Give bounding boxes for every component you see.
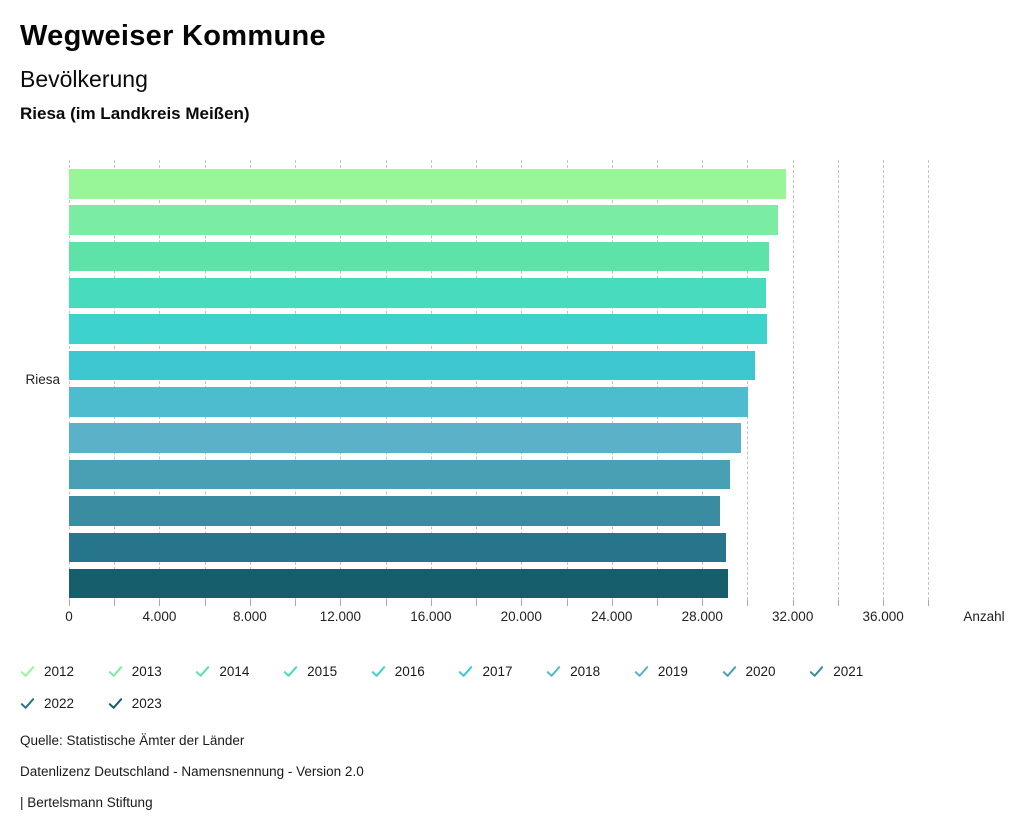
legend: 2012 2013 2014 2015 2016 2017 2018 2019 2020 2021… <box>20 655 1000 719</box>
x-tick-32000 <box>792 600 794 606</box>
legend-label-2014: 2014 <box>219 663 250 679</box>
legend-item-2013[interactable]: 2013 <box>108 664 196 679</box>
check-icon-2015 <box>283 665 298 677</box>
gridline-38000 <box>928 160 930 600</box>
publisher-line: | Bertelsmann Stiftung <box>20 795 153 810</box>
x-tick-label-20000: 20.000 <box>500 609 542 624</box>
legend-label-2018: 2018 <box>570 663 601 679</box>
legend-item-2014[interactable]: 2014 <box>195 664 283 679</box>
legend-item-2023[interactable]: 2023 <box>108 696 196 711</box>
gridline-34000 <box>837 160 839 600</box>
x-tick-2000 <box>114 600 116 606</box>
x-tick-22000 <box>566 600 568 606</box>
x-tick-10000 <box>295 600 297 606</box>
legend-item-2021[interactable]: 2021 <box>809 664 897 679</box>
legend-label-2020: 2020 <box>745 663 776 679</box>
x-tick-label-36000: 36.000 <box>862 609 904 624</box>
legend-item-2015[interactable]: 2015 <box>283 664 371 679</box>
x-tick-label-0: 0 <box>65 609 73 624</box>
legend-label-2012: 2012 <box>44 663 75 679</box>
gridline-36000 <box>883 160 885 600</box>
legend-label-2023: 2023 <box>131 695 162 711</box>
x-axis-title: Anzahl <box>963 609 1005 624</box>
y-axis-category-label: Riesa <box>25 372 60 387</box>
legend-row-1: 2012 2013 2014 2015 2016 2017 2018 2019 2020 2021 <box>20 655 1000 687</box>
x-tick-label-4000: 4.000 <box>142 609 177 624</box>
check-icon-2014 <box>196 665 210 677</box>
check-icon-2023 <box>108 697 122 709</box>
check-icon-2022 <box>20 697 35 709</box>
bar-2020[interactable] <box>69 459 731 490</box>
legend-item-2020[interactable]: 2020 <box>722 664 810 679</box>
x-tick-14000 <box>385 600 387 606</box>
page-title: Wegweiser Kommune <box>20 20 326 52</box>
legend-item-2012[interactable]: 2012 <box>20 664 108 679</box>
x-tick-36000 <box>883 600 885 606</box>
legend-row-2: 2022 2023 <box>20 687 1000 719</box>
legend-label-2017: 2017 <box>482 663 513 679</box>
check-icon-2016 <box>371 665 385 677</box>
bar-chart-plot-area <box>69 160 951 600</box>
x-tick-8000 <box>249 600 251 606</box>
bar-2012[interactable] <box>69 169 786 199</box>
x-tick-24000 <box>611 600 613 606</box>
check-icon-2019 <box>634 665 649 677</box>
legend-item-2019[interactable]: 2019 <box>634 664 722 679</box>
legend-item-2018[interactable]: 2018 <box>546 664 634 679</box>
x-tick-28000 <box>702 600 704 606</box>
x-tick-12000 <box>340 600 342 606</box>
x-tick-label-8000: 8.000 <box>233 609 267 624</box>
bar-2013[interactable] <box>69 205 779 235</box>
x-axis: Anzahl 0 4.000 8.000 12.000 16.000 20.000 24.0… <box>65 600 1024 640</box>
check-icon-2012 <box>20 665 35 677</box>
check-icon-2020 <box>722 665 736 677</box>
x-tick-label-24000: 24.000 <box>591 609 633 624</box>
bar-2015[interactable] <box>69 278 766 308</box>
x-tick-label-16000: 16.000 <box>410 609 452 624</box>
legend-label-2019: 2019 <box>657 663 688 679</box>
x-tick-30000 <box>747 600 749 606</box>
legend-item-2022[interactable]: 2022 <box>20 696 108 711</box>
chart-title: Bevölkerung <box>20 66 148 92</box>
source-line: Quelle: Statistische Ämter der Länder <box>20 733 245 748</box>
legend-item-2017[interactable]: 2017 <box>458 664 546 679</box>
x-tick-34000 <box>837 600 839 606</box>
x-tick-label-28000: 28.000 <box>681 609 723 624</box>
x-tick-16000 <box>430 600 432 606</box>
x-tick-0 <box>69 600 70 606</box>
license-line: Datenlizenz Deutschland - Namensnennung … <box>20 764 364 779</box>
x-tick-label-32000: 32.000 <box>772 609 814 624</box>
bar-2023[interactable] <box>69 568 728 599</box>
bar-2017[interactable] <box>69 350 756 381</box>
region-title: Riesa (im Landkreis Meißen) <box>20 104 250 123</box>
x-tick-18000 <box>476 600 478 606</box>
x-tick-6000 <box>204 600 206 606</box>
legend-label-2022: 2022 <box>44 695 75 711</box>
x-tick-20000 <box>521 600 523 606</box>
check-icon-2013 <box>108 665 122 677</box>
x-tick-38000 <box>928 600 930 606</box>
legend-label-2015: 2015 <box>307 663 338 679</box>
legend-label-2021: 2021 <box>833 663 864 679</box>
bar-2016[interactable] <box>69 314 768 344</box>
bar-2022[interactable] <box>69 532 727 562</box>
legend-label-2013: 2013 <box>131 663 162 679</box>
bar-2014[interactable] <box>69 241 770 272</box>
x-tick-4000 <box>159 600 161 606</box>
legend-item-2016[interactable]: 2016 <box>371 664 459 679</box>
check-icon-2021 <box>809 665 824 677</box>
gridline-32000 <box>792 160 794 600</box>
x-tick-label-12000: 12.000 <box>319 609 362 624</box>
check-icon-2018 <box>546 665 561 677</box>
x-tick-26000 <box>657 600 658 606</box>
bar-2021[interactable] <box>69 496 721 526</box>
bar-2019[interactable] <box>69 423 742 453</box>
legend-label-2016: 2016 <box>394 663 425 679</box>
check-icon-2017 <box>459 665 473 677</box>
bar-2018[interactable] <box>69 387 749 417</box>
